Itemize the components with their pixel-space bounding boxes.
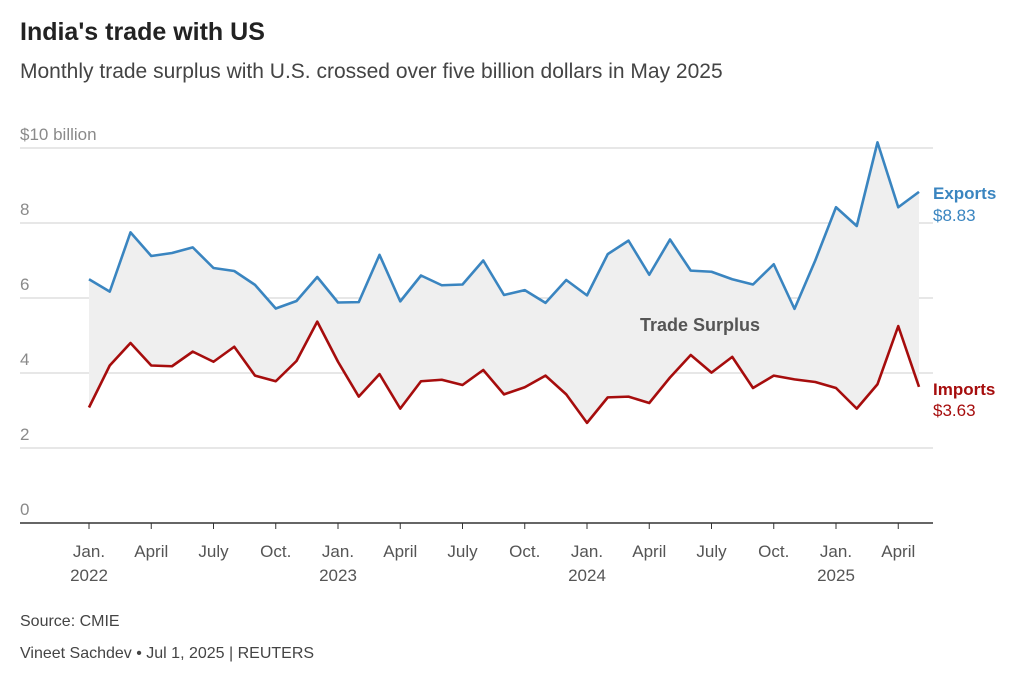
y-tick-label: 2: [20, 425, 29, 444]
byline: Vineet Sachdev • Jul 1, 2025 | REUTERS: [20, 645, 315, 662]
x-tick-label: Jan.: [820, 542, 852, 561]
x-tick-label: July: [198, 542, 229, 561]
x-tick-year: 2025: [817, 566, 855, 585]
x-tick-label: Jan.: [571, 542, 603, 561]
y-tick-label: 0: [20, 500, 29, 519]
exports-end-value: $8.83: [933, 206, 976, 225]
y-tick-label: 6: [20, 275, 29, 294]
chart-title: India's trade with US: [20, 18, 265, 46]
exports-legend-label: Exports: [933, 184, 996, 203]
trade-surplus-area: [89, 142, 919, 423]
x-tick-label: Jan.: [322, 542, 354, 561]
x-tick-label: April: [383, 542, 417, 561]
series-line-imports: [87, 320, 921, 425]
x-tick-label: Oct.: [260, 542, 291, 561]
imports-end-value: $3.63: [933, 401, 976, 420]
imports-legend-label: Imports: [933, 380, 995, 399]
y-tick-label: 8: [20, 200, 29, 219]
trade-surplus-label: Trade Surplus: [640, 315, 760, 335]
y-tick-label: $10 billion: [20, 125, 97, 144]
y-axis-labels: 0 2 4 6 8 $10 billion: [20, 125, 97, 519]
x-tick-year: 2024: [568, 566, 606, 585]
x-tick-label: April: [134, 542, 168, 561]
x-tick-label: Oct.: [758, 542, 789, 561]
y-tick-label: 4: [20, 350, 29, 369]
x-tick-label: Jan.: [73, 542, 105, 561]
x-tick-label: April: [632, 542, 666, 561]
x-tick-label: July: [447, 542, 478, 561]
x-axis-ticks: Jan. 2022 April July Oct. Jan. 2023 April July Oc…: [70, 523, 915, 585]
x-tick-year: 2023: [319, 566, 357, 585]
x-tick-label: Oct.: [509, 542, 540, 561]
x-tick-year: 2022: [70, 566, 108, 585]
series-line-exports: [88, 141, 920, 311]
chart-subtitle: Monthly trade surplus with U.S. crossed …: [20, 60, 723, 83]
source-note: Source: CMIE: [20, 613, 120, 630]
x-tick-label: July: [696, 542, 727, 561]
x-tick-label: April: [881, 542, 915, 561]
